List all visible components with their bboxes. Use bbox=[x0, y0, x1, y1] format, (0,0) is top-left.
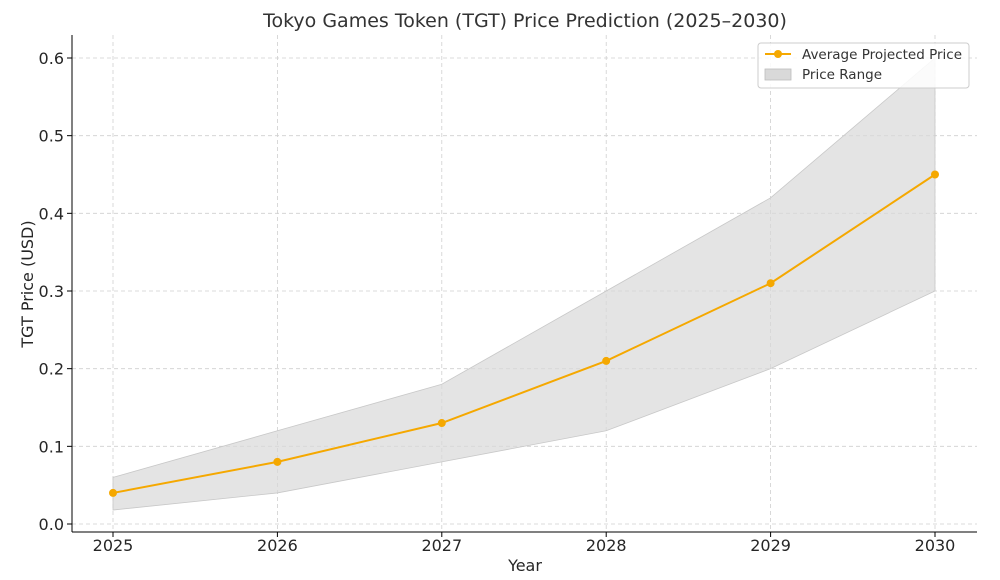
y-tick-label: 0.5 bbox=[39, 127, 64, 146]
average-price-point bbox=[766, 279, 775, 288]
average-price-point bbox=[109, 488, 117, 497]
legend-marker-swatch bbox=[774, 50, 782, 58]
chart-title: Tokyo Games Token (TGT) Price Prediction… bbox=[262, 10, 787, 32]
legend-label-average: Average Projected Price bbox=[802, 47, 962, 63]
x-tick-label: 2028 bbox=[586, 536, 627, 555]
price-range-layer bbox=[112, 57, 936, 511]
y-tick-label: 0.0 bbox=[39, 515, 64, 534]
x-tick-label: 2030 bbox=[915, 536, 956, 555]
y-tick-label: 0.3 bbox=[39, 282, 64, 301]
y-tick-label: 0.1 bbox=[39, 437, 64, 456]
average-price-point bbox=[437, 419, 446, 428]
average-price-line bbox=[112, 173, 936, 494]
legend-box bbox=[757, 42, 970, 89]
legend-range-swatch bbox=[764, 68, 792, 81]
average-price-point bbox=[931, 170, 939, 179]
y-axis-ticks: 0.0 0.1 0.2 0.3 0.4 0.5 0.6 bbox=[39, 49, 72, 534]
y-tick-label: 0.4 bbox=[39, 204, 64, 223]
y-tick-label: 0.2 bbox=[39, 360, 64, 379]
price-range-band bbox=[112, 57, 936, 511]
x-axis-ticks: 2025 2026 2027 2028 2029 2030 bbox=[93, 532, 956, 555]
legend-label-range: Price Range bbox=[802, 67, 882, 83]
average-price-point bbox=[602, 356, 611, 365]
average-price-layer bbox=[109, 170, 939, 497]
x-tick-label: 2026 bbox=[257, 536, 298, 555]
average-price-point bbox=[273, 457, 282, 466]
x-tick-label: 2029 bbox=[750, 536, 791, 555]
x-tick-label: 2027 bbox=[421, 536, 462, 555]
y-axis-title: TGT Price (USD) bbox=[18, 220, 37, 348]
legend: Average Projected Price Price Range bbox=[757, 42, 970, 89]
x-axis-title: Year bbox=[507, 556, 542, 575]
x-tick-label: 2025 bbox=[93, 536, 134, 555]
y-tick-label: 0.6 bbox=[39, 49, 64, 68]
